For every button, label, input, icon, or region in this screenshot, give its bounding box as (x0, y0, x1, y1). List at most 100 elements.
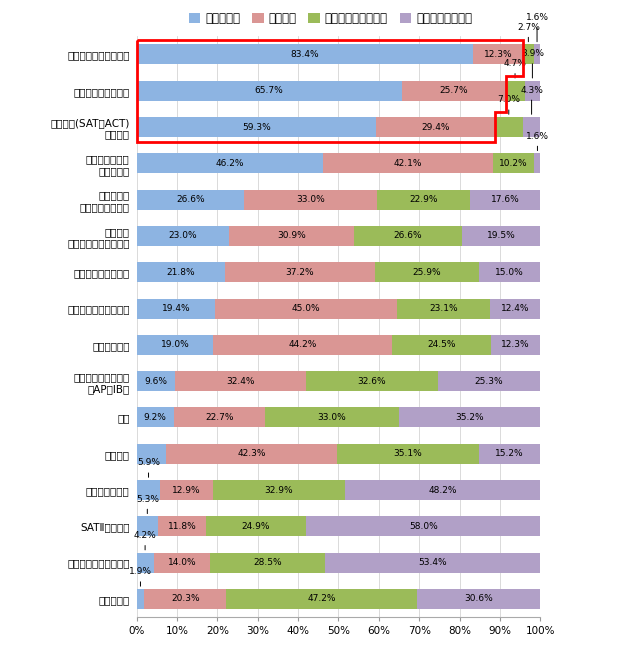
Text: 45.0%: 45.0% (291, 304, 320, 313)
Text: 83.4%: 83.4% (291, 50, 319, 59)
Text: 9.6%: 9.6% (145, 377, 168, 385)
Bar (214, 335, 392, 355)
Text: 12.3%: 12.3% (484, 50, 512, 59)
Bar (377, 189, 469, 210)
Text: 28.5%: 28.5% (253, 558, 282, 567)
Text: 25.9%: 25.9% (413, 268, 442, 277)
Bar (345, 480, 540, 500)
Text: 22.9%: 22.9% (409, 195, 438, 204)
Text: 15.0%: 15.0% (495, 268, 524, 277)
Bar (397, 298, 490, 319)
Bar (137, 153, 323, 174)
Text: 22.7%: 22.7% (206, 413, 234, 422)
Bar (469, 189, 541, 210)
Bar (323, 153, 493, 174)
Bar (306, 516, 540, 537)
Text: 12.9%: 12.9% (172, 486, 201, 494)
Text: 58.0%: 58.0% (409, 522, 438, 531)
Text: 30.6%: 30.6% (464, 595, 493, 603)
Bar (491, 335, 540, 355)
Bar (137, 407, 174, 428)
Text: 5.9%: 5.9% (137, 458, 160, 477)
Text: 37.2%: 37.2% (286, 268, 314, 277)
Bar (337, 444, 479, 464)
Bar (137, 226, 230, 246)
Bar (153, 552, 210, 573)
Bar (160, 480, 212, 500)
Text: 65.7%: 65.7% (255, 86, 284, 95)
Bar (375, 262, 479, 282)
Text: 21.8%: 21.8% (166, 268, 195, 277)
Bar (354, 226, 461, 246)
Bar (137, 262, 225, 282)
Text: 47.2%: 47.2% (307, 595, 336, 603)
Text: 35.2%: 35.2% (455, 413, 484, 422)
Bar (226, 589, 417, 609)
Bar (137, 117, 376, 137)
Text: 23.1%: 23.1% (429, 304, 458, 313)
Bar (495, 117, 523, 137)
Text: 2.7%: 2.7% (517, 22, 540, 42)
Bar (137, 298, 215, 319)
Bar (399, 407, 541, 428)
Bar (137, 516, 158, 537)
Legend: かなり重要, まあ重要, あまり重要ではない, 全く重要ではない: かなり重要, まあ重要, あまり重要ではない, 全く重要ではない (184, 7, 477, 30)
Text: 14.0%: 14.0% (168, 558, 196, 567)
Text: 10.2%: 10.2% (499, 159, 528, 168)
Text: 25.7%: 25.7% (440, 86, 468, 95)
Text: 33.0%: 33.0% (296, 195, 325, 204)
Text: 53.4%: 53.4% (419, 558, 447, 567)
Text: 26.6%: 26.6% (176, 195, 204, 204)
Bar (137, 44, 473, 65)
Bar (534, 153, 541, 174)
Text: 19.5%: 19.5% (486, 232, 515, 240)
Text: 19.0%: 19.0% (161, 341, 189, 349)
Text: 23.0%: 23.0% (169, 232, 197, 240)
Text: 48.2%: 48.2% (428, 486, 457, 494)
Text: 11.8%: 11.8% (168, 522, 196, 531)
Text: 20.3%: 20.3% (171, 595, 199, 603)
Bar (525, 81, 540, 101)
Text: 25.3%: 25.3% (474, 377, 503, 385)
Text: 19.4%: 19.4% (161, 304, 190, 313)
Bar (505, 81, 525, 101)
Text: 9.2%: 9.2% (143, 413, 166, 422)
Text: 17.6%: 17.6% (491, 195, 520, 204)
Text: 33.0%: 33.0% (317, 413, 347, 422)
Bar (137, 335, 214, 355)
Bar (376, 117, 495, 137)
Bar (137, 480, 160, 500)
Text: 3.9%: 3.9% (521, 50, 544, 78)
Bar (523, 44, 534, 65)
Text: 24.9%: 24.9% (242, 522, 270, 531)
Bar (490, 298, 540, 319)
Bar (225, 262, 375, 282)
Bar (417, 589, 540, 609)
Text: 26.6%: 26.6% (394, 232, 422, 240)
Text: 35.1%: 35.1% (394, 449, 422, 458)
Bar (325, 552, 541, 573)
Bar (230, 226, 354, 246)
Bar (166, 444, 337, 464)
Bar (265, 407, 399, 428)
Bar (392, 335, 491, 355)
Text: 1.9%: 1.9% (129, 567, 152, 586)
Text: 30.9%: 30.9% (278, 232, 306, 240)
Text: 42.3%: 42.3% (238, 449, 266, 458)
Bar (158, 516, 206, 537)
Bar (175, 371, 306, 391)
Text: 44.2%: 44.2% (288, 341, 317, 349)
Bar (137, 371, 175, 391)
Bar (174, 407, 265, 428)
Text: 4.3%: 4.3% (520, 86, 543, 114)
Bar (438, 371, 540, 391)
Bar (137, 552, 153, 573)
Bar (137, 81, 402, 101)
Text: 32.6%: 32.6% (358, 377, 386, 385)
Bar (461, 226, 540, 246)
Bar (493, 153, 534, 174)
Text: 42.1%: 42.1% (394, 159, 422, 168)
Text: 32.9%: 32.9% (265, 486, 293, 494)
Bar (534, 44, 540, 65)
Text: 7.0%: 7.0% (497, 95, 520, 114)
